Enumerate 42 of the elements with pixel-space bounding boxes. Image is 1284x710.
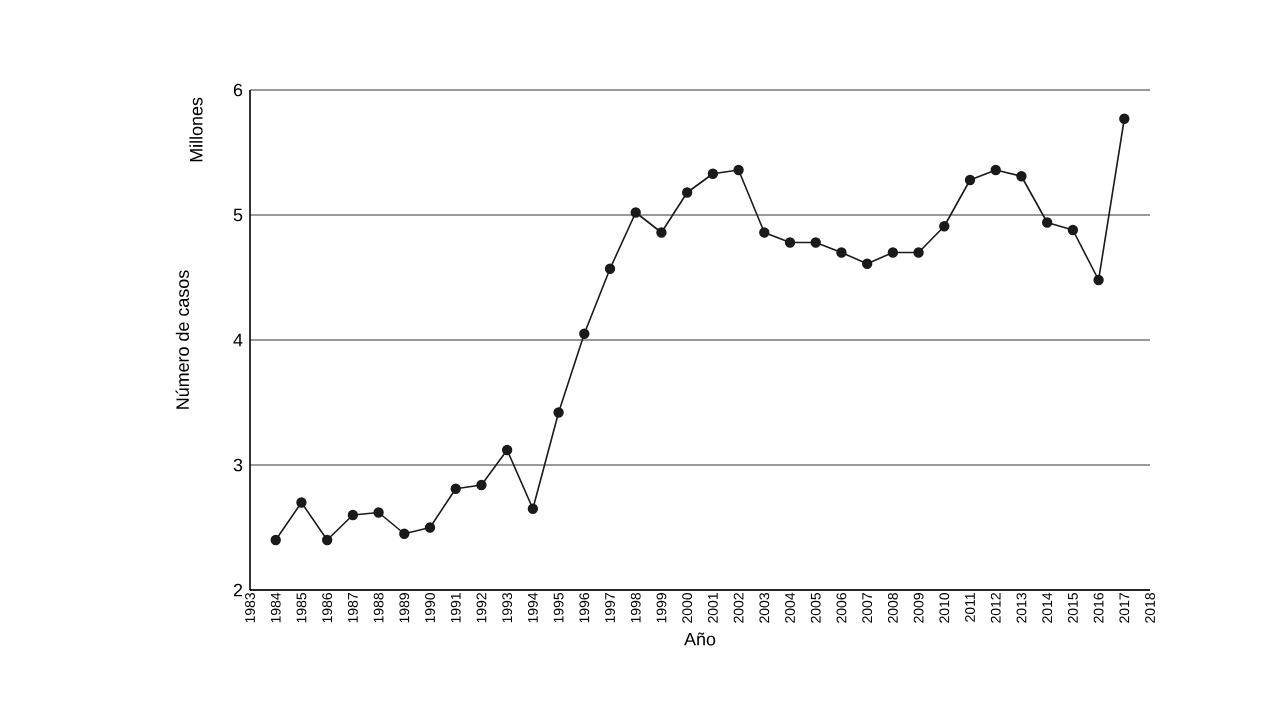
point bbox=[424, 522, 436, 533]
y-tick-label: 2 bbox=[233, 583, 243, 597]
point bbox=[836, 247, 847, 258]
point bbox=[1067, 224, 1079, 236]
point bbox=[707, 168, 719, 179]
y-tick-label: 3 bbox=[233, 458, 243, 472]
y-tick-label: 4 bbox=[233, 333, 243, 347]
point bbox=[810, 237, 821, 248]
point bbox=[1016, 171, 1027, 182]
point bbox=[450, 483, 461, 494]
point bbox=[476, 479, 487, 491]
point bbox=[861, 258, 873, 269]
point bbox=[604, 263, 616, 274]
point bbox=[784, 237, 796, 248]
point bbox=[1119, 113, 1130, 124]
y-tick-label: 5 bbox=[233, 208, 243, 222]
point bbox=[347, 509, 359, 521]
point bbox=[656, 227, 667, 238]
point bbox=[939, 221, 950, 232]
point bbox=[296, 497, 307, 508]
point bbox=[1093, 274, 1104, 286]
y-axis-title: Número de casos bbox=[175, 270, 189, 409]
point bbox=[630, 207, 641, 218]
point bbox=[887, 247, 899, 258]
point bbox=[681, 187, 693, 198]
point bbox=[1041, 217, 1053, 228]
point bbox=[270, 534, 281, 546]
point bbox=[399, 528, 410, 539]
point bbox=[733, 164, 744, 176]
point bbox=[373, 507, 384, 518]
point bbox=[964, 174, 976, 186]
y-tick-label: 6 bbox=[233, 83, 243, 97]
point bbox=[759, 227, 770, 238]
point bbox=[553, 407, 564, 418]
point bbox=[990, 164, 1001, 176]
text: Millones bbox=[189, 97, 203, 162]
point bbox=[321, 534, 333, 546]
x-axis-title: Año bbox=[684, 632, 716, 646]
point bbox=[579, 328, 590, 339]
point bbox=[913, 247, 924, 258]
point bbox=[527, 503, 539, 514]
point bbox=[501, 444, 513, 456]
